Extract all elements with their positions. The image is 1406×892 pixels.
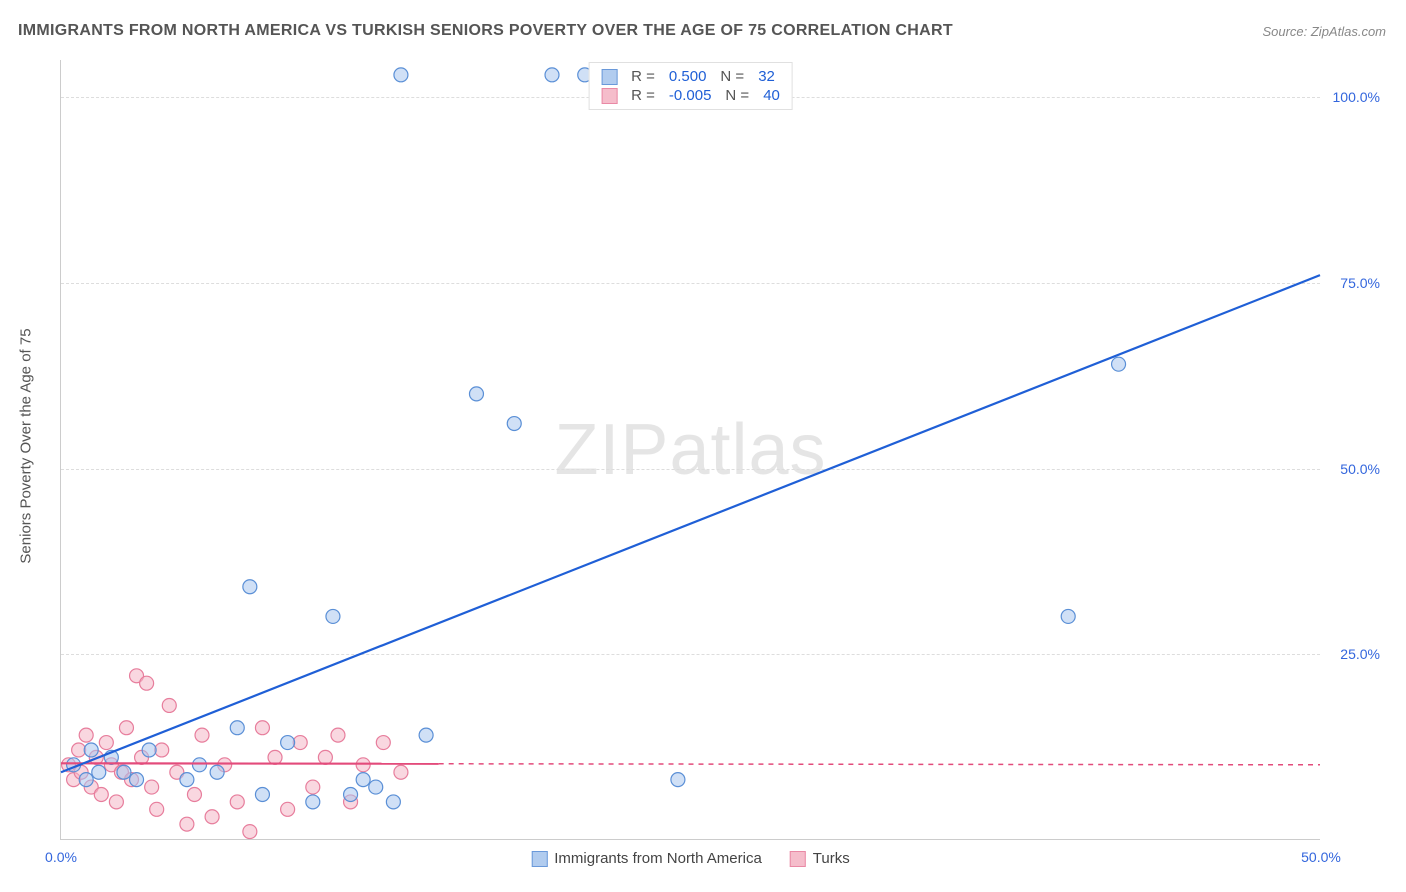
legend-item-pink: Turks: [790, 850, 850, 867]
data-point: [255, 787, 269, 801]
data-point: [386, 795, 400, 809]
data-point: [92, 765, 106, 779]
legend-row-pink: R = -0.005 N = 40: [601, 86, 780, 105]
data-point: [94, 787, 108, 801]
data-point: [507, 417, 521, 431]
trend-line: [61, 275, 1320, 772]
data-point: [79, 773, 93, 787]
legend-label-pink: Turks: [813, 850, 850, 867]
data-point: [130, 773, 144, 787]
legend-label-blue: Immigrants from North America: [554, 850, 762, 867]
data-point: [205, 810, 219, 824]
data-point: [255, 721, 269, 735]
data-point: [187, 787, 201, 801]
legend-swatch-pink: [601, 88, 617, 104]
data-point: [145, 780, 159, 794]
data-point: [109, 795, 123, 809]
legend-swatch-blue: [531, 851, 547, 867]
y-tick-label: 100.0%: [1325, 89, 1380, 105]
data-point: [326, 609, 340, 623]
r-label: R =: [631, 87, 655, 104]
legend-row-blue: R = 0.500 N = 32: [601, 67, 780, 86]
n-label: N =: [720, 68, 744, 85]
n-label: N =: [725, 87, 749, 104]
trend-line-dashed: [439, 764, 1320, 765]
data-point: [180, 817, 194, 831]
data-point: [281, 802, 295, 816]
data-point: [376, 736, 390, 750]
data-point: [344, 787, 358, 801]
data-point: [356, 758, 370, 772]
data-point: [545, 68, 559, 82]
correlation-legend: R = 0.500 N = 32 R = -0.005 N = 40: [588, 62, 793, 110]
plot-area: ZIPatlas 25.0%50.0%75.0%100.0% R = 0.500…: [60, 60, 1320, 840]
data-point: [306, 795, 320, 809]
y-axis-label: Seniors Poverty Over the Age of 75: [18, 328, 35, 563]
plot-svg: [61, 60, 1320, 839]
data-point: [230, 795, 244, 809]
data-point: [318, 750, 332, 764]
r-value-blue: 0.500: [669, 68, 707, 85]
data-point: [243, 580, 257, 594]
data-point: [1061, 609, 1075, 623]
r-value-pink: -0.005: [669, 87, 712, 104]
x-tick-label: 50.0%: [1301, 849, 1341, 865]
legend-swatch-pink: [790, 851, 806, 867]
data-point: [155, 743, 169, 757]
source-credit: Source: ZipAtlas.com: [1262, 24, 1386, 39]
series-legend: Immigrants from North America Turks: [531, 850, 850, 867]
data-point: [192, 758, 206, 772]
y-tick-label: 25.0%: [1325, 646, 1380, 662]
data-point: [230, 721, 244, 735]
data-point: [99, 736, 113, 750]
data-point: [1112, 357, 1126, 371]
data-point: [162, 698, 176, 712]
data-point: [180, 773, 194, 787]
y-tick-label: 75.0%: [1325, 275, 1380, 291]
data-point: [84, 743, 98, 757]
data-point: [243, 825, 257, 839]
data-point: [331, 728, 345, 742]
r-label: R =: [631, 68, 655, 85]
data-point: [268, 750, 282, 764]
x-tick-label: 0.0%: [45, 849, 77, 865]
data-point: [72, 743, 86, 757]
data-point: [394, 765, 408, 779]
data-point: [117, 765, 131, 779]
data-point: [469, 387, 483, 401]
n-value-blue: 32: [758, 68, 775, 85]
data-point: [394, 68, 408, 82]
data-point: [419, 728, 433, 742]
data-point: [210, 765, 224, 779]
data-point: [369, 780, 383, 794]
data-point: [119, 721, 133, 735]
chart-title: IMMIGRANTS FROM NORTH AMERICA VS TURKISH…: [18, 22, 953, 40]
n-value-pink: 40: [763, 87, 780, 104]
data-point: [79, 728, 93, 742]
y-tick-label: 50.0%: [1325, 461, 1380, 477]
data-point: [195, 728, 209, 742]
legend-item-blue: Immigrants from North America: [531, 850, 762, 867]
data-point: [671, 773, 685, 787]
data-point: [140, 676, 154, 690]
data-point: [281, 736, 295, 750]
data-point: [142, 743, 156, 757]
data-point: [306, 780, 320, 794]
data-point: [293, 736, 307, 750]
data-point: [150, 802, 164, 816]
data-point: [356, 773, 370, 787]
legend-swatch-blue: [601, 69, 617, 85]
